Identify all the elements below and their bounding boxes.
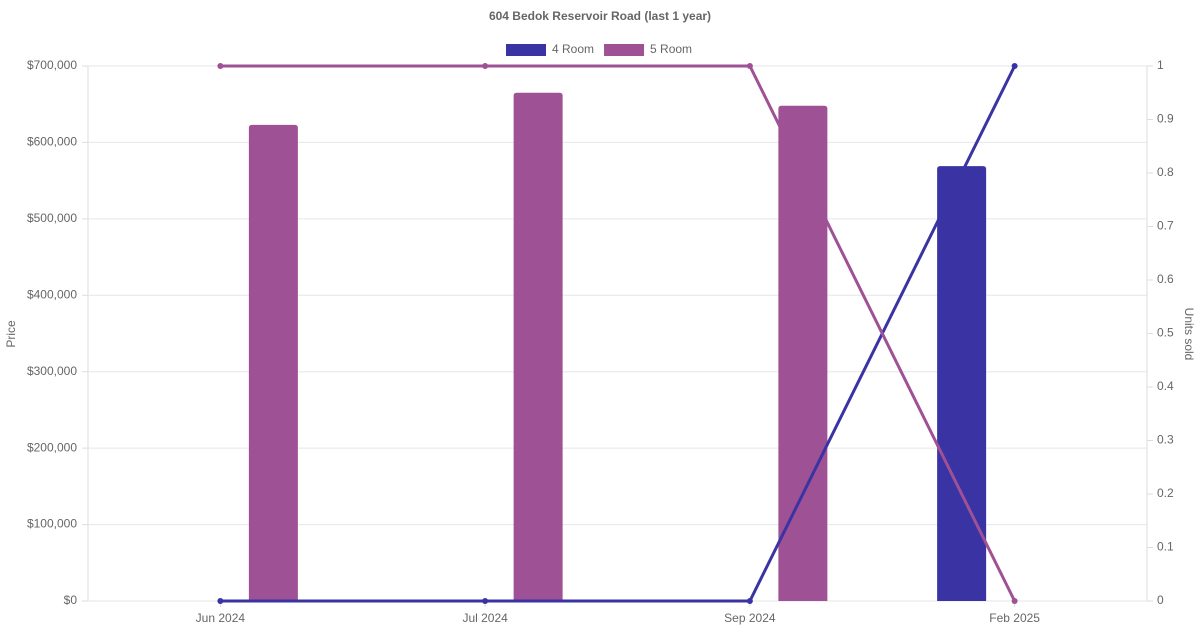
bar — [778, 105, 828, 601]
y-tick-label: $200,000 — [27, 440, 77, 454]
y2-tick-label: 0.1 — [1157, 540, 1174, 554]
chart-title: 604 Bedok Reservoir Road (last 1 year) — [489, 9, 711, 23]
legend-label: 4 Room — [552, 42, 594, 56]
y2-tick-label: 0.9 — [1157, 112, 1174, 126]
y-axis-title: Price — [4, 320, 18, 348]
y-tick-label: $0 — [64, 593, 78, 607]
y2-tick-label: 0.4 — [1157, 379, 1174, 393]
y2-tick-label: 0 — [1157, 593, 1164, 607]
x-tick-label: Jul 2024 — [462, 611, 508, 625]
x-tick-label: Sep 2024 — [724, 611, 776, 625]
line-point — [1011, 598, 1018, 604]
y2-axis-title: Units sold — [1182, 308, 1196, 361]
y2-tick-label: 0.8 — [1157, 165, 1174, 179]
bar — [513, 92, 563, 601]
y-tick-label: $400,000 — [27, 287, 77, 301]
y2-tick-label: 0.6 — [1157, 272, 1174, 286]
x-tick-label: Jun 2024 — [196, 611, 246, 625]
legend-label: 5 Room — [650, 42, 692, 56]
y-tick-label: $700,000 — [27, 58, 77, 72]
x-tick-label: Feb 2025 — [989, 611, 1040, 625]
y2-tick-label: 0.3 — [1157, 433, 1174, 447]
line-point — [217, 598, 224, 604]
bar — [937, 166, 987, 601]
y2-tick-label: 0.2 — [1157, 486, 1174, 500]
line — [220, 65, 1016, 603]
line-point — [482, 598, 489, 604]
y-tick-label: $600,000 — [27, 135, 77, 149]
legend-swatch — [506, 44, 546, 56]
y-tick-label: $500,000 — [27, 211, 77, 225]
line-point — [1011, 63, 1018, 69]
y-tick-label: $300,000 — [27, 364, 77, 378]
line — [220, 64, 1016, 602]
legend-swatch — [604, 44, 645, 56]
line-point — [482, 63, 489, 69]
line-point — [746, 598, 753, 604]
line-point — [217, 63, 224, 69]
y2-tick-label: 0.7 — [1157, 219, 1174, 233]
line-point — [746, 63, 753, 69]
bar — [248, 124, 298, 601]
y2-tick-label: 1 — [1157, 58, 1164, 72]
y2-tick-label: 0.5 — [1157, 326, 1174, 340]
y-tick-label: $100,000 — [27, 517, 77, 531]
